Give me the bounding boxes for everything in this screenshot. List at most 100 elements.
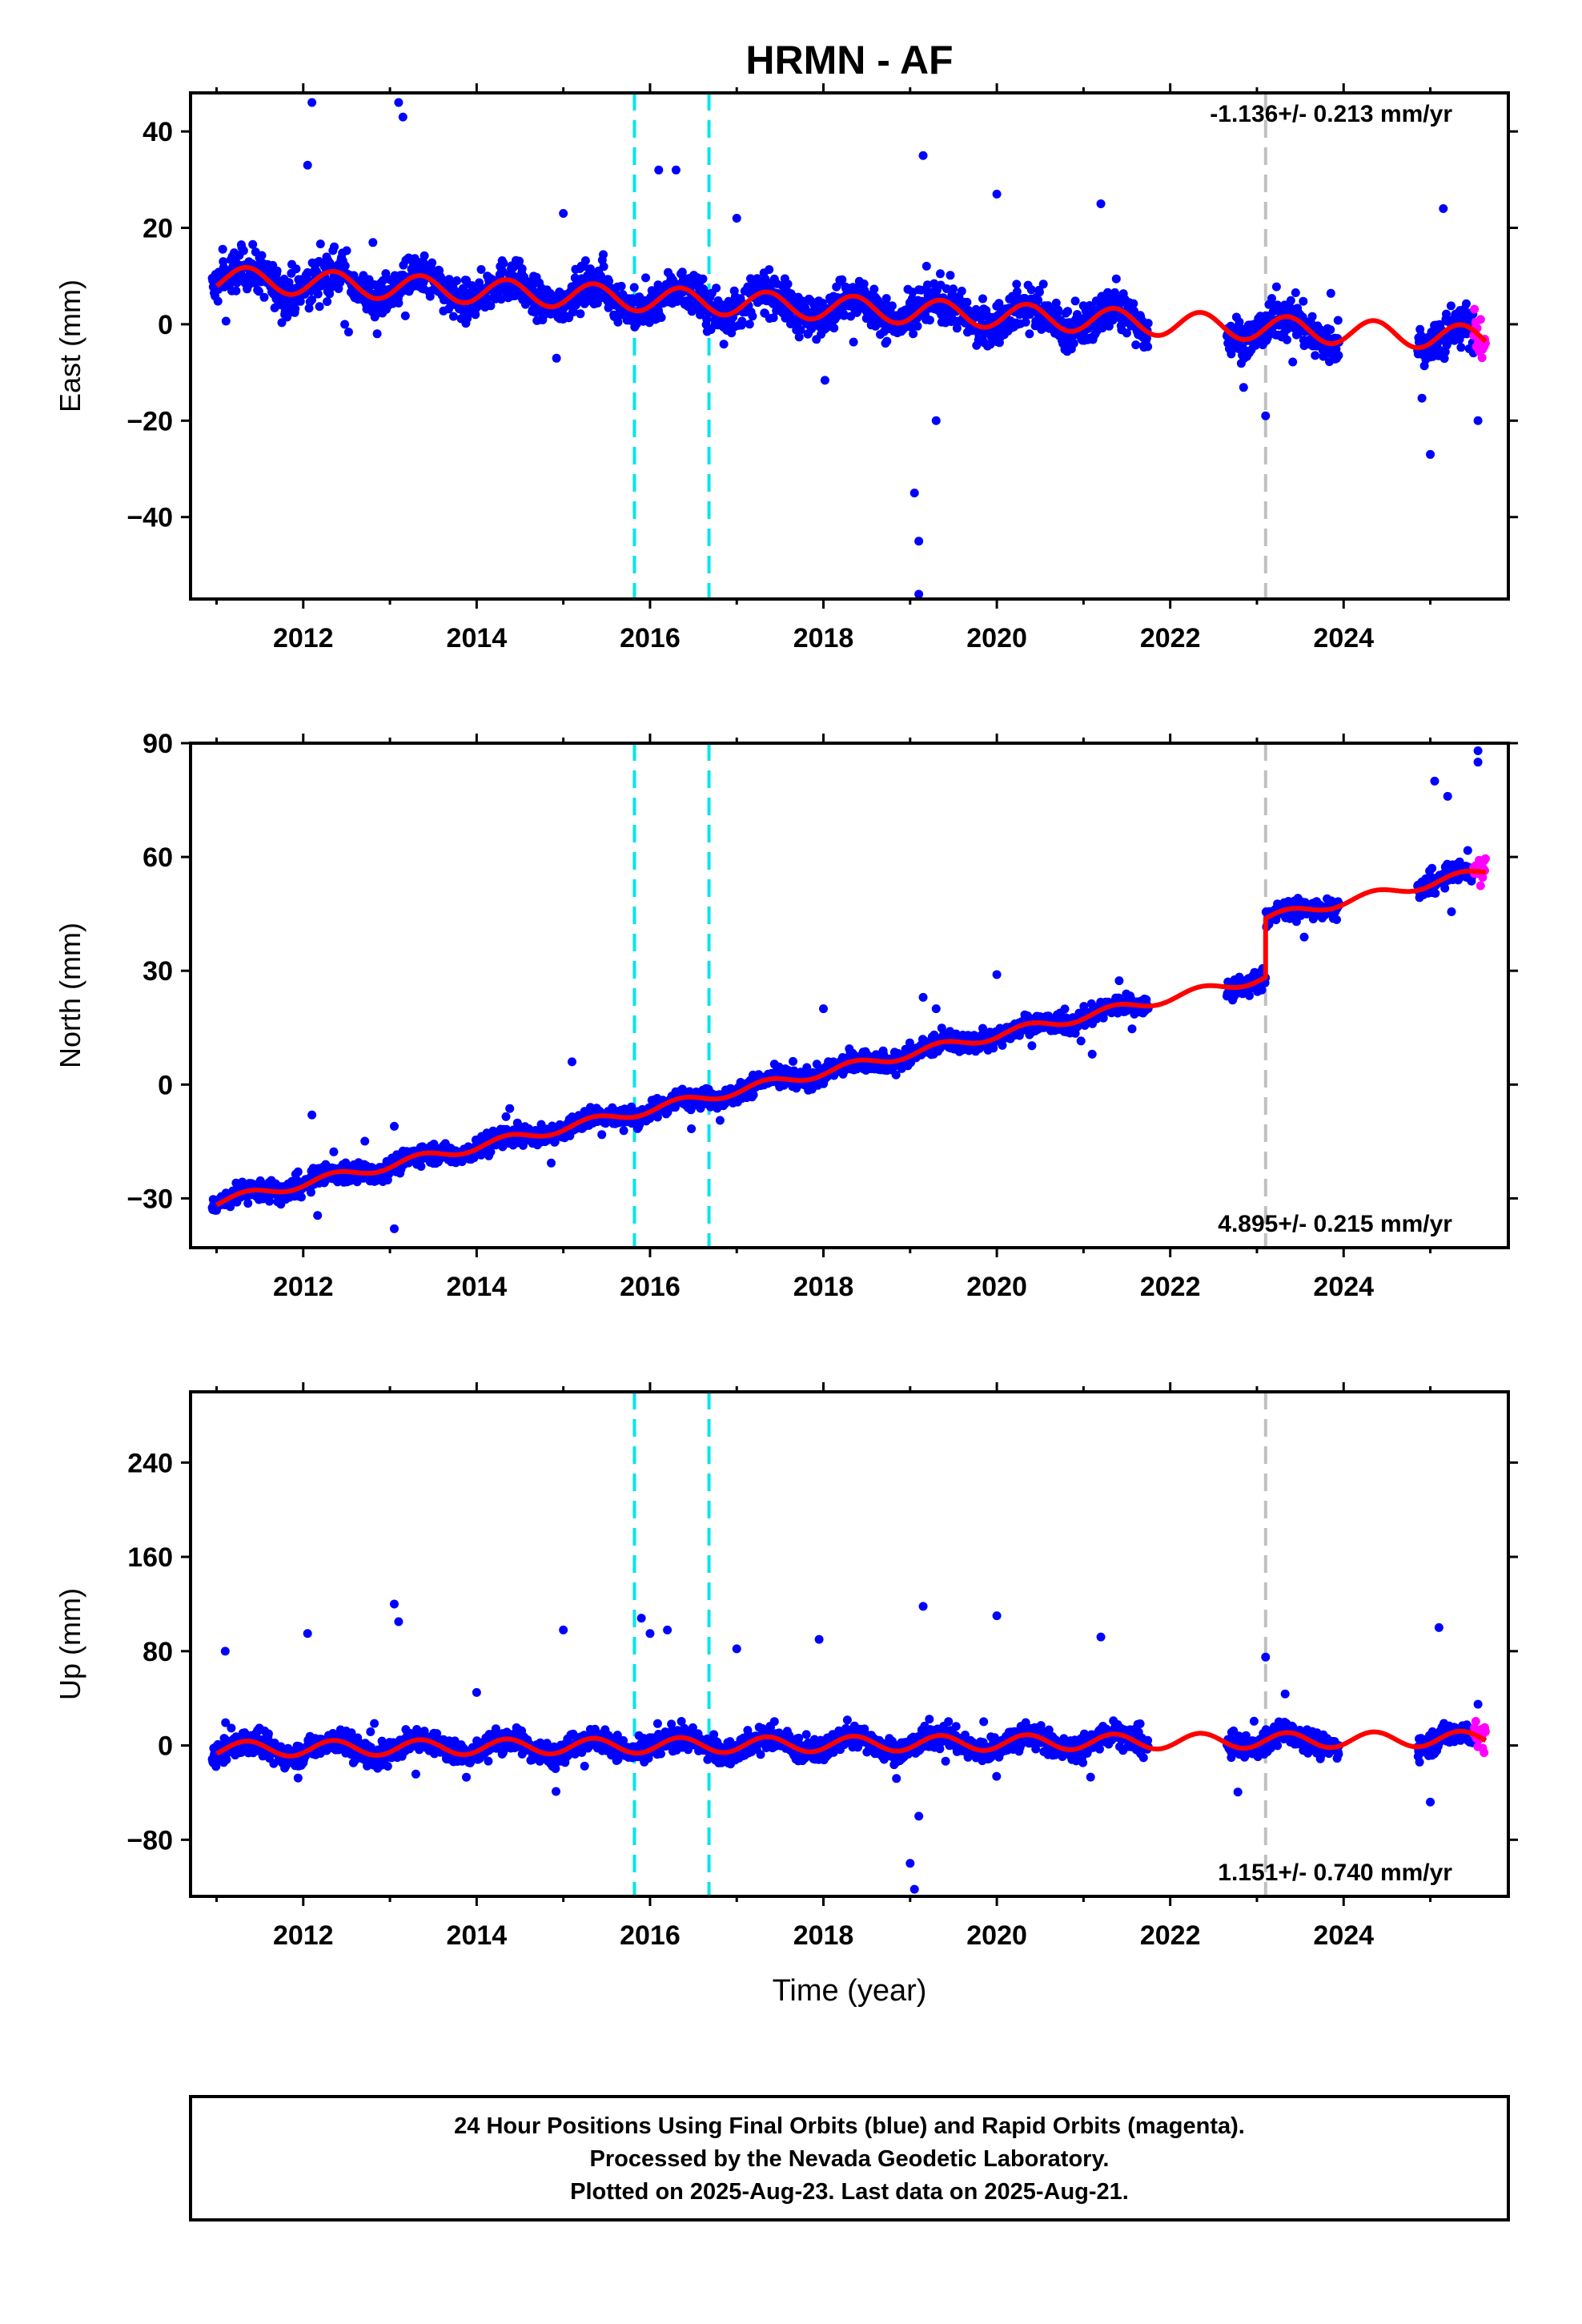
- data-point-outlier: [307, 1110, 317, 1120]
- rapid-data-point: [1477, 353, 1487, 363]
- data-point: [909, 329, 918, 339]
- final-orbit-points: [207, 98, 1483, 599]
- x-tick-label: 2018: [793, 1272, 854, 1302]
- data-point: [1456, 343, 1466, 352]
- y-axis-label: East (mm): [54, 279, 86, 412]
- data-point: [656, 313, 666, 322]
- data-point: [515, 256, 524, 266]
- data-point: [748, 312, 757, 321]
- data-point: [986, 340, 995, 349]
- data-point: [925, 316, 934, 325]
- data-point: [859, 279, 869, 288]
- data-point: [719, 340, 729, 349]
- data-point: [1034, 287, 1044, 297]
- data-point: [849, 337, 858, 347]
- velocity-annotation: -1.136+/- 0.213 mm/yr: [1210, 101, 1452, 127]
- data-point: [698, 274, 708, 283]
- data-point: [329, 1147, 339, 1156]
- y-tick-label: 60: [143, 842, 173, 873]
- data-point: [616, 281, 626, 291]
- rapid-data-point: [1480, 854, 1490, 863]
- data-point: [599, 262, 608, 271]
- data-point: [517, 264, 527, 274]
- data-point: [1069, 339, 1078, 348]
- data-point: [1063, 307, 1073, 316]
- data-point: [917, 285, 926, 295]
- data-point: [1025, 329, 1034, 339]
- data-point: [291, 304, 300, 314]
- data-point: [794, 332, 804, 342]
- data-point: [330, 242, 339, 251]
- plot-area: [207, 1392, 1490, 1896]
- data-point: [1021, 317, 1030, 327]
- data-point: [832, 312, 841, 321]
- data-point: [839, 311, 849, 320]
- data-point: [343, 328, 353, 337]
- data-point: [360, 1136, 370, 1146]
- data-point: [1462, 299, 1471, 308]
- data-point: [1326, 288, 1335, 298]
- data-point: [227, 1723, 236, 1733]
- data-point: [789, 1056, 797, 1066]
- data-point: [315, 239, 325, 249]
- data-point: [1110, 287, 1119, 297]
- data-point: [1245, 991, 1254, 1000]
- data-point: [715, 1116, 725, 1125]
- data-point-outlier: [1473, 746, 1483, 755]
- data-point: [687, 1124, 697, 1133]
- data-point: [745, 320, 754, 329]
- data-point-outlier: [671, 165, 681, 175]
- x-tick-label: 2014: [447, 1272, 508, 1302]
- data-point-outlier: [918, 151, 928, 160]
- figure-title: HRMN - AF: [745, 38, 953, 82]
- data-point: [420, 251, 429, 260]
- data-point: [887, 301, 897, 311]
- x-tick-label: 2012: [273, 1272, 334, 1302]
- data-point-outlier: [1426, 449, 1435, 459]
- data-point: [394, 299, 404, 308]
- data-point: [476, 265, 486, 274]
- data-point: [259, 292, 269, 302]
- north-panel: 2012 2014 2016 2018 2020 2022 2024−300306090No…: [54, 729, 1518, 1302]
- data-point: [1143, 342, 1153, 352]
- data-point: [817, 299, 827, 308]
- data-point-outlier: [303, 160, 312, 170]
- data-point: [428, 258, 437, 267]
- data-point: [313, 1211, 323, 1220]
- data-point: [1332, 915, 1341, 924]
- x-tick-label: 2014: [447, 623, 508, 653]
- data-point: [1070, 296, 1080, 306]
- data-point: [952, 324, 962, 333]
- east-panel: 2012 2014 2016 2018 2020 2022 2024−40−2002040E…: [54, 83, 1518, 653]
- rapid-data-point: [1476, 315, 1485, 324]
- data-point: [769, 313, 778, 323]
- data-point-outlier: [389, 1224, 399, 1233]
- data-point: [296, 1192, 306, 1202]
- y-tick-label: 0: [158, 310, 173, 340]
- data-point: [291, 264, 301, 274]
- data-point-outlier: [1443, 791, 1452, 801]
- data-point: [712, 283, 721, 293]
- data-point: [957, 287, 966, 296]
- x-tick-label: 2024: [1313, 1272, 1374, 1302]
- data-point: [923, 280, 932, 290]
- data-point: [619, 1126, 628, 1136]
- data-point: [1447, 907, 1456, 916]
- data-point: [501, 1112, 511, 1121]
- data-point: [869, 284, 879, 294]
- data-point: [372, 329, 382, 339]
- data-point: [1439, 354, 1449, 364]
- data-point: [231, 286, 241, 296]
- data-point: [1286, 296, 1295, 305]
- data-point: [1283, 335, 1291, 344]
- data-point: [1291, 288, 1300, 297]
- data-point: [552, 353, 561, 363]
- data-point: [1143, 319, 1153, 328]
- data-point: [378, 275, 387, 285]
- y-axis-label: North (mm): [54, 923, 86, 1068]
- data-point: [272, 266, 282, 275]
- final-orbit-points: [207, 746, 1483, 1233]
- data-point: [881, 294, 891, 304]
- data-point: [1114, 976, 1124, 986]
